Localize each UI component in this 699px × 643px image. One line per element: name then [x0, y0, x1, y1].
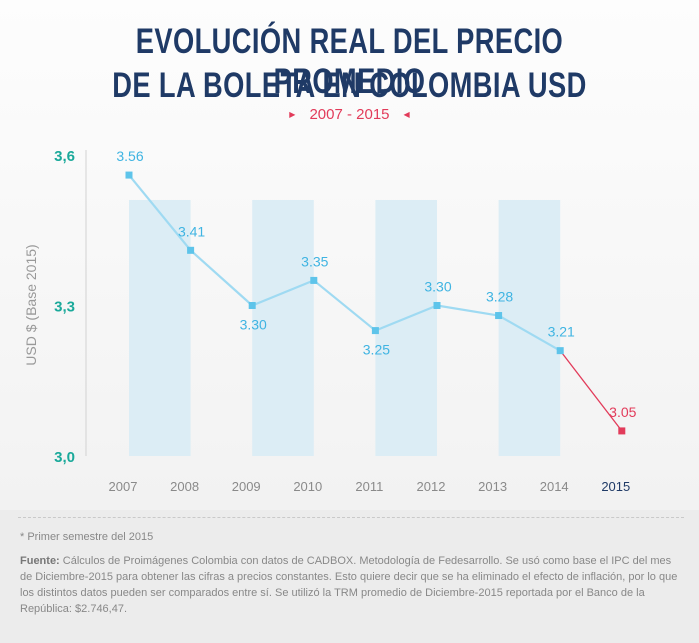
x-tick-label: 2011 [355, 479, 383, 494]
x-tick-label: 2014 [540, 479, 569, 494]
y-tick-label: 3,0 [54, 449, 75, 466]
data-label: 3.56 [116, 148, 143, 164]
data-point [618, 427, 626, 435]
chart-title-line-2: DE LA BOLETA EN COLOMBIA USD [112, 66, 587, 105]
data-label: 3.25 [363, 342, 390, 358]
data-point [495, 312, 503, 320]
triangle-right-icon: ▶ [289, 110, 296, 119]
series-line-segment [436, 304, 499, 317]
x-tick-label: 2013 [478, 479, 507, 494]
data-label: 3.30 [424, 279, 451, 295]
data-point [248, 302, 256, 309]
data-label: 3.41 [178, 223, 205, 239]
source-label: Fuente: [20, 555, 60, 567]
x-tick-label: 2008 [170, 479, 199, 494]
line-chart: 3,0 3,3 3,6 USD $ (Base 2015) 2007 2008 2009 20… [23, 148, 637, 494]
chart-title-line-1: EVOLUCIÓN REAL DEL PRECIO PROMEDIO [135, 22, 564, 101]
data-point [125, 171, 133, 179]
footnote: * Primer semestre del 2015 [20, 531, 154, 543]
x-tick-label: 2012 [417, 479, 446, 494]
subtitle-text: 2007 - 2015 [309, 106, 390, 123]
x-tick-label: 2007 [109, 479, 138, 494]
series-line-segment [498, 314, 561, 352]
x-tick-label: 2015 [601, 479, 630, 494]
data-point [556, 347, 564, 355]
y-tick-label: 3,3 [54, 299, 75, 316]
background-band [498, 200, 561, 456]
background-band [375, 200, 437, 456]
data-label: 3.35 [301, 253, 328, 269]
data-point [371, 327, 379, 335]
series-line-segment [128, 174, 192, 252]
series-line-segment [189, 249, 253, 307]
x-tick-label: 2009 [232, 479, 261, 494]
source-text: Cálculos de Proimágenes Colombia con dat… [20, 555, 678, 615]
data-point [310, 276, 318, 284]
series-line-segment [313, 279, 377, 332]
triangle-left-icon: ◀ [403, 110, 410, 119]
source-note: Fuente: Cálculos de Proimágenes Colombia… [20, 553, 685, 617]
data-label: 3.28 [486, 289, 513, 305]
data-label: 3.05 [609, 404, 636, 420]
y-tick-label: 3,6 [54, 148, 75, 165]
divider [18, 517, 684, 518]
series-line-segment [374, 304, 438, 332]
data-point [187, 246, 195, 254]
chart-background [0, 0, 699, 510]
series-line-segment [559, 350, 623, 432]
data-point [433, 302, 441, 309]
series-line-segment [251, 279, 315, 307]
data-label: 3.30 [240, 317, 267, 333]
background-band [252, 200, 314, 456]
background-band [129, 200, 191, 456]
data-label: 3.21 [548, 324, 575, 340]
y-axis-label: USD $ (Base 2015) [23, 244, 39, 365]
chart-subtitle: ▶ 2007 - 2015 ◀ [0, 106, 699, 123]
x-tick-label: 2010 [293, 479, 322, 494]
